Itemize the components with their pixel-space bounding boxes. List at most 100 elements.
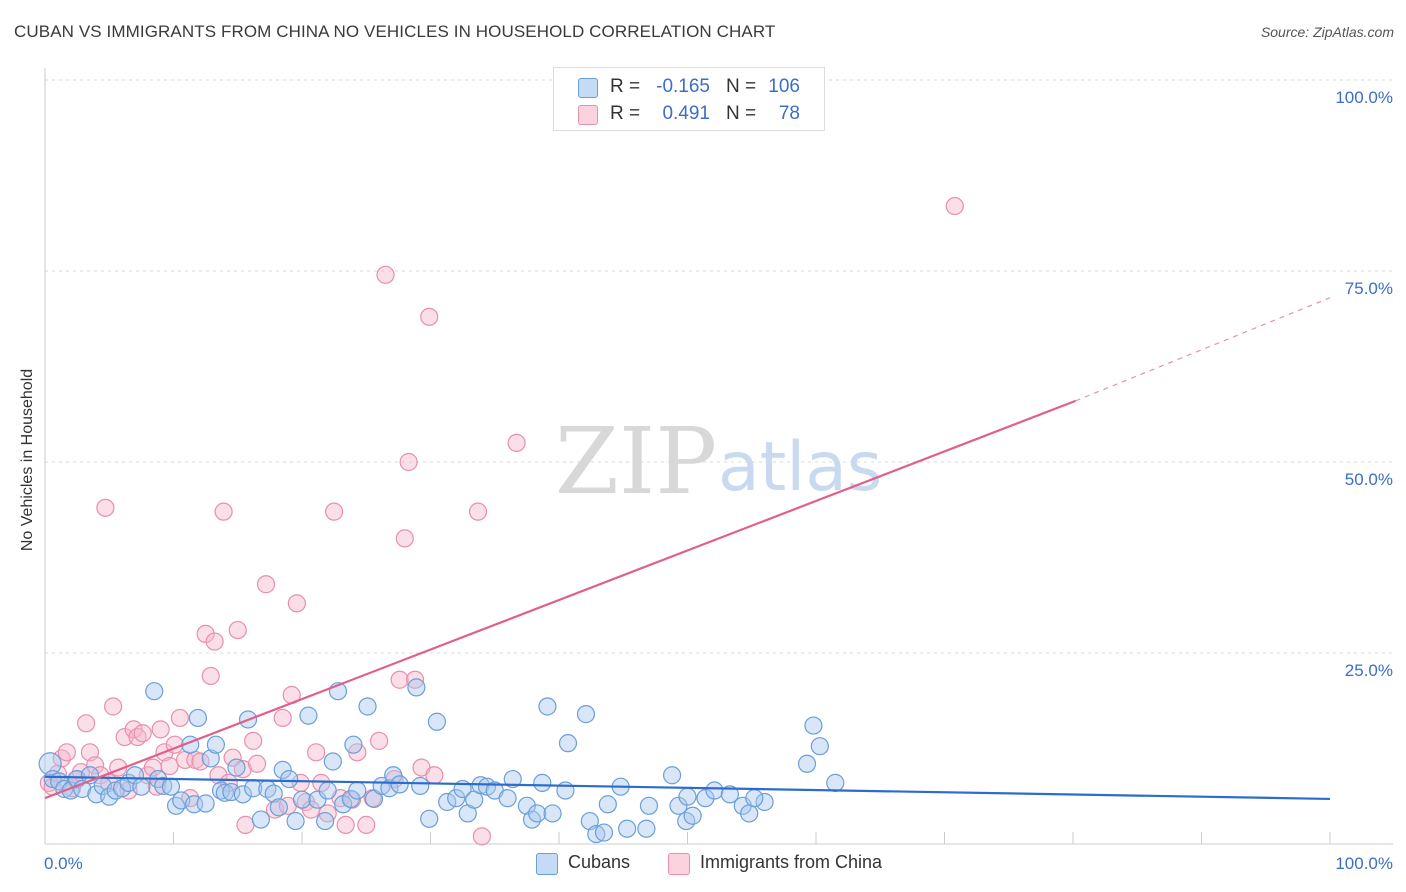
cubans-point [810,737,829,756]
x-tick-label-max: 100.0% [1335,854,1393,873]
cubans-point [705,781,724,800]
china-point [191,752,210,771]
china-point [57,743,76,762]
cubans-swatch [578,78,598,98]
cubans-point [804,716,823,735]
cubans-point [299,706,318,725]
cubans-point [145,682,164,701]
china-point [77,714,96,733]
cubans-point [637,819,656,838]
cubans-point [269,798,288,817]
china-point [395,529,414,548]
stats-row-cubans: R = -0.165 N = 106 [554,74,824,100]
cubans-point [264,784,283,803]
china-point [287,594,306,613]
china-point [223,748,242,767]
cubans-point [38,752,62,776]
cubans-point [222,782,241,802]
trend-lines [44,297,1331,801]
cubans-point [740,804,759,823]
cubans-point [344,735,363,754]
cubans-point [188,708,208,728]
watermark-zip: ZIP [555,408,717,515]
y-tick-label: 50.0% [1345,470,1393,489]
china-point [425,766,444,785]
china-point [420,307,439,326]
china-point [247,754,267,773]
china-point [507,433,526,452]
cubans-point [154,776,173,796]
china-point [370,731,389,750]
china-point [104,697,123,716]
china-point [160,756,179,776]
china-legend-swatch [668,853,690,875]
cubans-point [594,823,614,842]
y-tick-label: 100.0% [1335,88,1393,107]
cubans-point [755,792,774,812]
cubans-point [316,811,335,831]
china-point [945,196,964,216]
cubans-point [517,796,536,815]
n-label: N = [726,76,757,97]
cubans-point [407,678,426,697]
cubans-point [618,819,637,838]
cubans-point [318,781,337,800]
china-point [201,666,220,686]
y-tick-label: 25.0% [1345,661,1393,680]
china-point [151,720,170,739]
cubans-point [206,735,226,754]
stats-legend: R = -0.165 N = 106 R = 0.491 N = 78 [553,67,825,131]
cubans-point [201,749,220,768]
r-label: R = [610,76,641,97]
cubans-point [678,787,697,806]
watermark: ZIP atlas [555,408,882,515]
china-point [205,632,224,651]
china-point [307,743,326,762]
cubans-point [720,785,740,804]
cubans-point [358,697,377,716]
cubans-point [503,769,522,789]
cubans-point [215,783,234,802]
cubans-point [447,789,466,808]
china-point [336,815,355,835]
china-point [376,265,395,284]
cubans-point [598,795,617,814]
cubans-point [587,824,606,844]
cubans-point [348,781,367,800]
china-point [325,502,344,521]
n-value: 106 [768,76,800,97]
china-point [233,760,252,779]
x-tick-label-min: 0.0% [44,854,83,873]
cubans-point [323,752,342,771]
cubans-point [438,792,457,812]
cubans-legend-swatch [536,853,558,875]
watermark-atlas: atlas [718,428,882,507]
china-points [39,196,964,846]
cubans-point [662,766,682,785]
stats-row-china: R = 0.491 N = 78 [554,101,824,127]
cubans-point [390,775,409,794]
china-point [363,789,382,808]
china-point [133,724,152,743]
cubans-point [308,790,327,809]
cubans-point [273,760,292,779]
cubans-point [292,790,312,809]
cubans-point [227,758,246,777]
china-point [244,731,263,750]
gridlines [45,79,1393,654]
cubans-trend-line [44,775,1331,801]
r-label: R = [610,103,641,124]
china-point [468,502,488,521]
cubans-point [543,804,562,823]
tick-labels: 25.0% 50.0% 75.0% 100.0% 0.0% 100.0% [44,88,1393,873]
cubans-point [280,769,299,789]
china-point [228,620,247,640]
cubans-point [683,806,702,825]
cubans-point [558,734,578,753]
cubans-points [38,678,845,844]
legend-label: Cubans [568,852,631,872]
china-point [357,815,376,835]
cubans-point [233,785,252,804]
china-point [390,670,409,689]
